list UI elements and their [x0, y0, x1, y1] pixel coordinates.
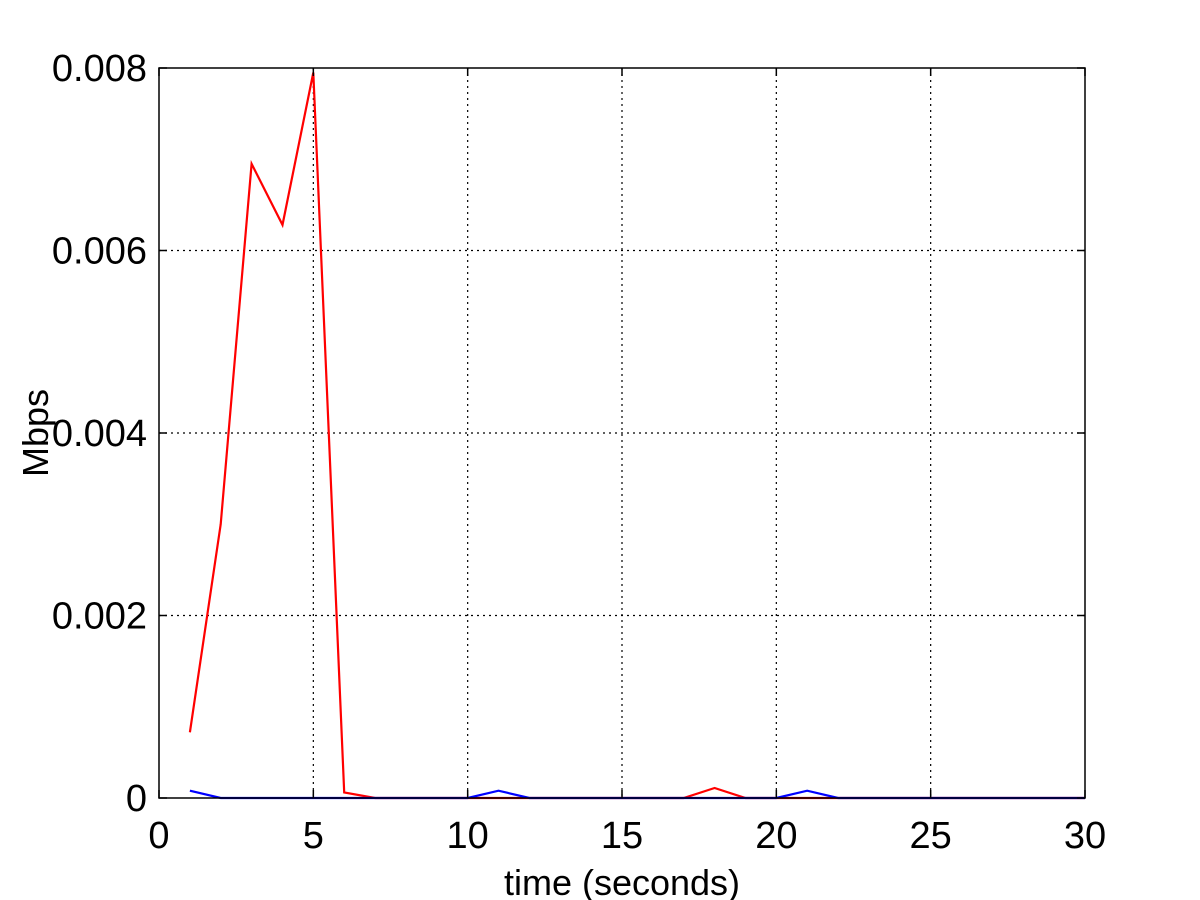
series-line-2: [189, 789, 1085, 800]
y-tick-label: 0: [126, 778, 147, 820]
x-tick-label: 10: [447, 815, 489, 857]
y-tick-label: 0.008: [52, 48, 147, 90]
x-tick-label: 15: [601, 815, 643, 857]
ticks: 0 5 10 15 20 25 30 0 0.002 0.004 0.006 0.008: [52, 48, 1106, 857]
y-tick-label: 0.006: [52, 231, 147, 273]
grid: [159, 68, 1085, 798]
y-tick-label: 0.002: [52, 596, 147, 638]
y-axis-label: Mbps: [15, 389, 56, 477]
x-tick-label: 20: [755, 815, 797, 857]
series-group: [188, 72, 1085, 800]
y-tick-label: 0.004: [52, 413, 147, 455]
x-tick-label: 25: [910, 815, 952, 857]
x-tick-label: 5: [303, 815, 324, 857]
x-tick-label: 0: [148, 815, 169, 857]
x-tick-label: 30: [1064, 815, 1106, 857]
series-line-1: [188, 72, 1085, 800]
x-axis-label: time (seconds): [504, 862, 740, 900]
